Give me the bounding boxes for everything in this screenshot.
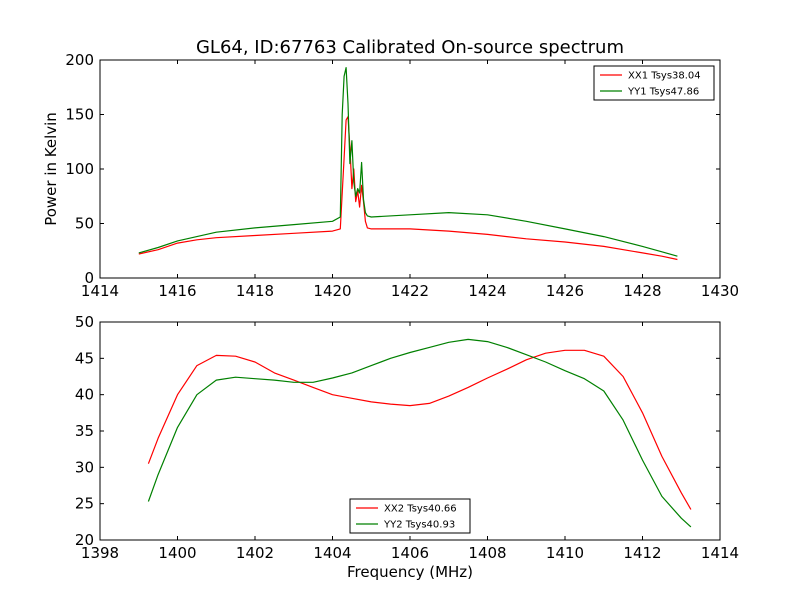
x-tick-label: 1398 [81, 544, 119, 562]
x-tick-label: 1428 [623, 282, 661, 300]
x-tick-label: 1406 [391, 544, 429, 562]
x-tick-label: 1400 [158, 544, 196, 562]
series-line-2 [147, 338, 692, 528]
y-tick-label: 100 [65, 160, 94, 178]
series-line-1 [147, 349, 692, 510]
y-tick-label: 45 [75, 349, 94, 367]
chart-2: 1398 1400 1402 1404 1406 1408 1410 1412 1414 20 25… [75, 313, 739, 562]
legend-label: YY1 Tsys47.86 [627, 87, 699, 98]
x-tick-label: 1420 [313, 282, 351, 300]
x-tick-label: 1416 [158, 282, 196, 300]
y-tick-label: 50 [75, 215, 94, 233]
y-tick-label: 200 [65, 51, 94, 69]
legend: XX2 Tsys40.66 YY2 Tsys40.93 [349, 498, 471, 534]
y-tick-label: 40 [75, 386, 94, 404]
x-tick-label: 1430 [701, 282, 739, 300]
x-tick-label: 1408 [468, 544, 506, 562]
y-axis-label: Power in Kelvin [42, 112, 60, 226]
x-tick-label: 1404 [313, 544, 351, 562]
y-tick-label: 50 [75, 313, 94, 331]
chart-1: 1414 1416 1418 1420 1422 1424 1426 1428 1430 0 50 1… [65, 51, 739, 300]
y-tick-label: 25 [75, 495, 94, 513]
legend-label: XX1 Tsys38.04 [628, 71, 701, 82]
y-tick-label: 35 [75, 422, 94, 440]
x-axis-label: Frequency (MHz) [347, 563, 473, 581]
y-tick-label: 30 [75, 458, 94, 476]
figure-title: GL64, ID:67763 Calibrated On-source spec… [196, 37, 624, 58]
x-tick-label: 1422 [391, 282, 429, 300]
series-line-2 [138, 66, 678, 257]
x-tick-label: 1426 [546, 282, 584, 300]
x-tick-label: 1412 [623, 544, 661, 562]
y-tick-label: 20 [75, 531, 94, 549]
legend-box [593, 65, 715, 101]
x-tick-label: 1410 [546, 544, 584, 562]
y-tick-label: 0 [84, 269, 94, 287]
y-tick-label: 150 [65, 106, 94, 124]
legend-label: XX2 Tsys40.66 [384, 504, 457, 515]
x-tick-label: 1414 [701, 544, 739, 562]
legend-box [349, 498, 471, 534]
plots-layer: 1414 1416 1418 1420 1422 1424 1426 1428 14300501… [65, 51, 739, 562]
x-tick-label: 1418 [236, 282, 274, 300]
legend-label: YY2 Tsys40.93 [383, 520, 455, 531]
legend: XX1 Tsys38.04 YY1 Tsys47.86 [593, 65, 715, 101]
x-tick-label: 1424 [468, 282, 506, 300]
x-tick-label: 1402 [236, 544, 274, 562]
series-line-1 [138, 116, 678, 261]
x-tick-label: 1414 [81, 282, 119, 300]
